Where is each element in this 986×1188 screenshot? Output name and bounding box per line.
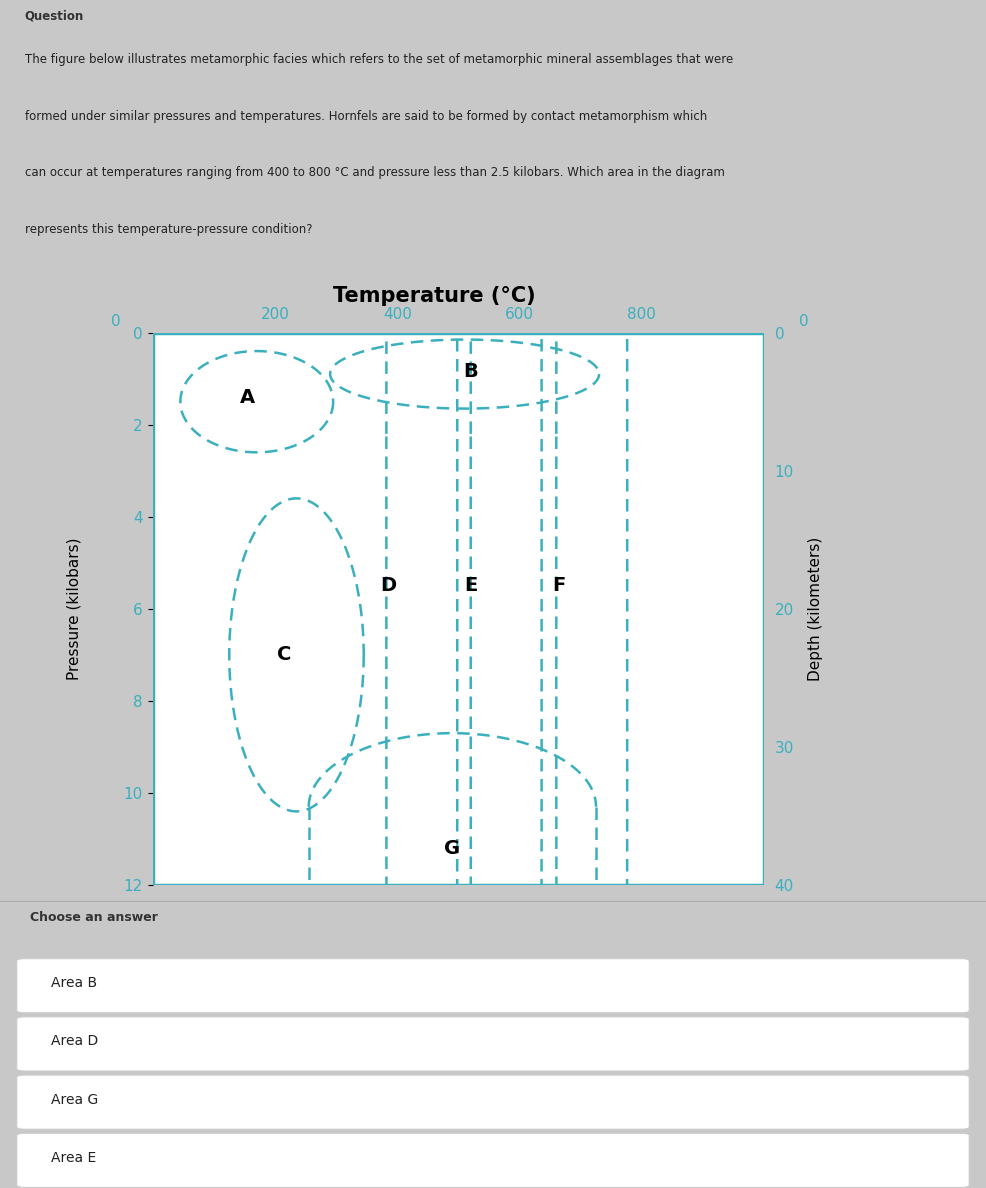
- Text: E: E: [464, 576, 477, 595]
- Text: G: G: [445, 839, 460, 858]
- Text: C: C: [277, 645, 292, 664]
- Text: The figure below illustrates metamorphic facies which refers to the set of metam: The figure below illustrates metamorphic…: [25, 53, 733, 67]
- Text: Question: Question: [25, 10, 84, 23]
- Text: 0: 0: [111, 314, 121, 329]
- Text: Area B: Area B: [51, 977, 98, 991]
- Text: formed under similar pressures and temperatures. Hornfels are said to be formed : formed under similar pressures and tempe…: [25, 109, 707, 122]
- Text: Area D: Area D: [51, 1035, 99, 1049]
- FancyBboxPatch shape: [17, 959, 969, 1013]
- Text: Temperature (°C): Temperature (°C): [332, 286, 535, 307]
- Text: can occur at temperatures ranging from 400 to 800 °C and pressure less than 2.5 : can occur at temperatures ranging from 4…: [25, 166, 725, 179]
- Y-axis label: Pressure (kilobars): Pressure (kilobars): [66, 538, 82, 680]
- Text: Area E: Area E: [51, 1151, 97, 1165]
- Text: Area G: Area G: [51, 1093, 99, 1107]
- Text: B: B: [463, 362, 478, 381]
- Text: Choose an answer: Choose an answer: [30, 911, 158, 924]
- Text: A: A: [240, 387, 255, 406]
- Text: represents this temperature-pressure condition?: represents this temperature-pressure con…: [25, 223, 313, 236]
- Y-axis label: Depth (kilometers): Depth (kilometers): [808, 537, 823, 681]
- Text: F: F: [553, 576, 566, 595]
- FancyBboxPatch shape: [17, 1017, 969, 1072]
- FancyBboxPatch shape: [17, 1133, 969, 1188]
- Text: 0: 0: [799, 314, 809, 329]
- Text: D: D: [381, 576, 396, 595]
- FancyBboxPatch shape: [17, 1075, 969, 1130]
